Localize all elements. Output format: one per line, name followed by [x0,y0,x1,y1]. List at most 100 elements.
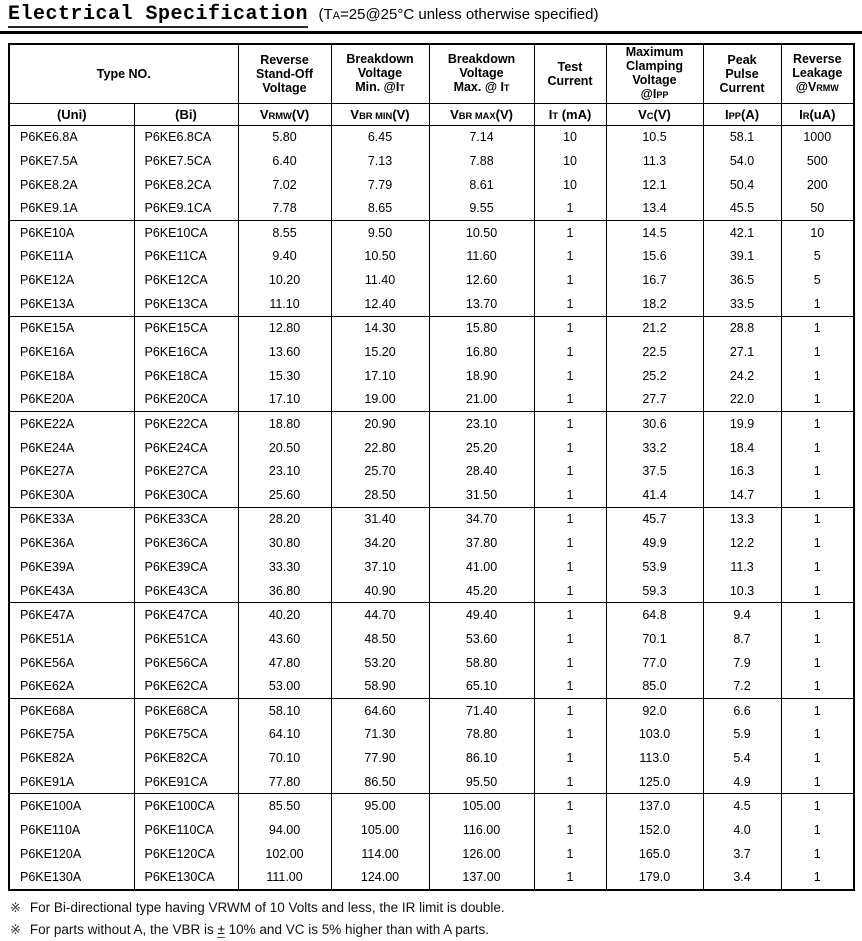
value-cell: 25.20 [428,435,535,460]
table-row: P6KE6.8A P6KE6.8CA 5.80 6.45 7.14 10 10.5 58.1 1… [8,125,855,149]
value-cell: 1 [533,315,607,341]
type-no-cell: P6KE9.1CA [133,196,239,221]
value-cell: 21.00 [428,387,535,412]
unit-header: IT (mA) [533,102,607,126]
type-no-cell: P6KE91CA [133,770,239,794]
value-cell: 44.70 [330,602,430,627]
value-cell: 137.00 [428,865,535,890]
footnotes: ※ For Bi-directional type having VRWM of … [10,897,862,941]
value-cell: 45.5 [702,196,782,221]
value-cell: 31.40 [330,506,430,532]
table-row: P6KE91A P6KE91CA 77.80 86.50 95.50 1 125.0 4.9 1 [8,770,855,794]
value-cell: 1 [533,387,607,412]
type-no-cell: P6KE36A [8,531,135,556]
value-cell: 17.10 [237,387,332,412]
value-cell: 1 [533,459,607,484]
value-cell: 126.00 [428,841,535,866]
value-cell: 22.0 [702,387,782,412]
value-cell: 5.4 [702,746,782,771]
table-row: P6KE8.2A P6KE8.2CA 7.02 7.79 8.61 10 12.1 50.4 2… [8,172,855,197]
type-no-cell: P6KE8.2A [8,172,135,197]
table-row: P6KE11A P6KE11CA 9.40 10.50 11.60 1 15.6 39.1 5 [8,244,855,269]
table-row: P6KE27A P6KE27CA 23.10 25.70 28.40 1 37.5 16.3 1 [8,459,855,484]
footnote: ※ For parts without A, the VBR is ± 10% a… [10,921,490,938]
value-cell: 33.2 [605,435,704,460]
value-cell: 1 [780,340,855,364]
value-cell: 105.00 [428,793,535,818]
value-cell: 39.1 [702,244,782,269]
value-cell: 11.3 [605,148,704,173]
type-no-cell: P6KE12A [8,268,135,293]
value-cell: 7.2 [702,674,782,699]
type-no-cell: P6KE82CA [133,746,239,771]
value-cell: 17.10 [330,363,430,388]
value-cell: 165.0 [605,841,704,866]
type-no-cell: P6KE33A [8,506,135,532]
value-cell: 116.00 [428,817,535,842]
type-no-cell: P6KE6.8A [8,125,135,149]
value-cell: 3.7 [702,841,782,866]
value-cell: 500 [780,148,855,173]
page-title: Electrical Specification [8,3,309,28]
value-cell: 64.8 [605,602,704,627]
value-cell: 47.80 [237,650,332,675]
type-no-cell: P6KE39A [8,555,135,579]
value-cell: 30.6 [605,411,704,436]
value-cell: 40.20 [237,602,332,627]
value-cell: 1 [780,483,855,508]
value-cell: 64.60 [330,697,430,723]
value-cell: 8.61 [428,172,535,197]
value-cell: 10 [533,148,607,173]
value-cell: 12.2 [702,531,782,556]
value-cell: 92.0 [605,697,704,723]
value-cell: 34.70 [428,506,535,532]
value-cell: 14.7 [702,483,782,508]
type-no-cell: P6KE47CA [133,602,239,627]
type-no-cell: P6KE8.2CA [133,172,239,197]
value-cell: 105.00 [330,817,430,842]
value-cell: 10 [533,172,607,197]
value-cell: 1 [533,292,607,317]
type-no-cell: P6KE82A [8,746,135,771]
value-cell: 95.50 [428,770,535,794]
value-cell: 4.0 [702,817,782,842]
value-cell: 3.4 [702,865,782,890]
value-cell: 10 [533,125,607,149]
value-cell: 1 [780,578,855,603]
value-cell: 16.7 [605,268,704,293]
value-cell: 41.4 [605,483,704,508]
value-cell: 1 [780,459,855,484]
unit-header: IPP(A) [702,102,782,126]
value-cell: 6.6 [702,697,782,723]
value-cell: 22.5 [605,340,704,364]
type-no-cell: P6KE13A [8,292,135,317]
type-no-cell: P6KE27A [8,459,135,484]
value-cell: 1 [533,435,607,460]
type-no-cell: P6KE22CA [133,411,239,436]
column-header: Type NO. [8,43,239,104]
value-cell: 1 [780,315,855,341]
page-header: Electrical Specification (TA=25@25°C unl… [0,0,862,28]
value-cell: 70.10 [237,746,332,771]
type-no-cell: P6KE75CA [133,722,239,747]
value-cell: 7.88 [428,148,535,173]
value-cell: 1 [780,865,855,890]
unit-header: IR(uA) [780,102,855,126]
value-cell: 37.80 [428,531,535,556]
value-cell: 18.90 [428,363,535,388]
value-cell: 37.5 [605,459,704,484]
column-header: Breakdown Voltage Min. @IT [330,43,430,104]
value-cell: 10.20 [237,268,332,293]
value-cell: 28.8 [702,315,782,341]
value-cell: 1 [780,602,855,627]
footnote: ※ For Bi-directional type having VRWM of … [10,899,505,915]
value-cell: 25.70 [330,459,430,484]
value-cell: 7.9 [702,650,782,675]
value-cell: 23.10 [428,411,535,436]
table-row: P6KE7.5A P6KE7.5CA 6.40 7.13 7.88 10 11.3 54.0 5… [8,148,855,173]
value-cell: 48.50 [330,626,430,651]
type-no-cell: P6KE20CA [133,387,239,412]
table-row: P6KE24A P6KE24CA 20.50 22.80 25.20 1 33.2 18.4 1 [8,435,855,460]
type-no-cell: P6KE68CA [133,697,239,723]
value-cell: 1 [780,506,855,532]
